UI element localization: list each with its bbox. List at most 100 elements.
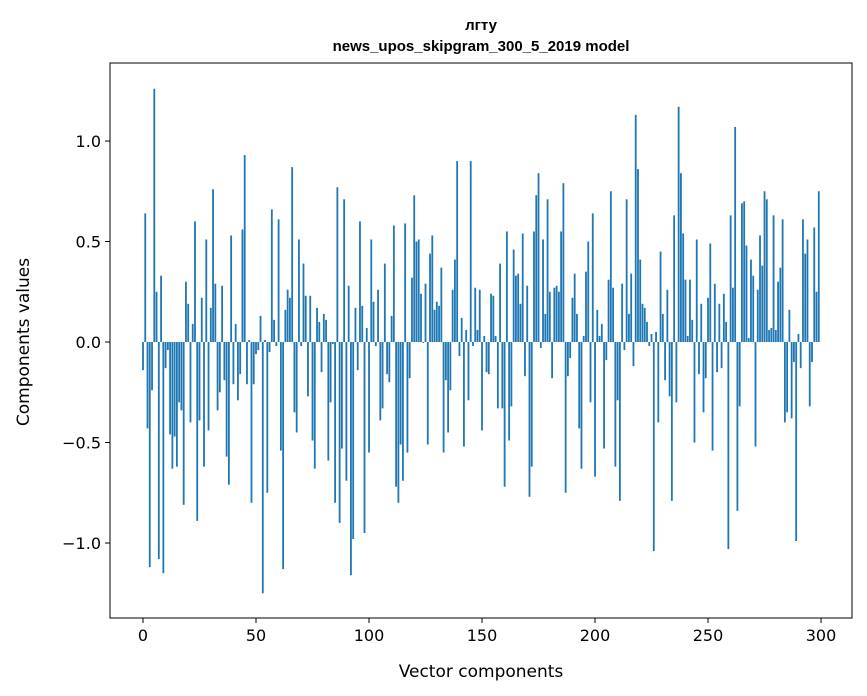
bar-component-219 (637, 169, 639, 343)
bar-component-129 (433, 309, 436, 343)
bar-component-46 (246, 342, 248, 385)
bar-component-3 (148, 342, 151, 568)
y-tick-label: 0.5 (76, 233, 101, 252)
bar-component-92 (350, 342, 352, 576)
bar-component-25 (198, 342, 201, 421)
bar-component-168 (521, 233, 524, 343)
bar-component-8 (160, 275, 162, 343)
bar-component-177 (542, 239, 544, 343)
bar-component-102 (372, 301, 375, 343)
bar-component-295 (808, 342, 811, 407)
bar-component-153 (487, 342, 490, 375)
x-tick-label: 250 (693, 626, 724, 645)
bar-component-286 (788, 309, 791, 343)
bar-component-214 (625, 199, 628, 343)
bar-component-213 (623, 342, 626, 351)
bar-component-79 (320, 342, 323, 373)
bar-component-178 (544, 313, 547, 343)
bar-component-127 (429, 253, 431, 343)
bar-component-251 (709, 243, 712, 343)
bar-component-299 (817, 191, 820, 343)
bar-component-33 (216, 342, 219, 411)
chart-title-line-1: лгту (465, 17, 497, 34)
bar-component-175 (537, 173, 540, 343)
bar-component-196 (585, 271, 587, 343)
bar-component-110 (390, 315, 393, 343)
bar-component-12 (169, 342, 172, 435)
bar-component-199 (591, 213, 594, 343)
bar-component-38 (227, 342, 230, 485)
bar-component-204 (603, 342, 605, 449)
bar-component-61 (279, 342, 282, 451)
bar-component-259 (727, 342, 730, 550)
bar-component-75 (311, 342, 314, 441)
bar-component-13 (171, 342, 174, 469)
bar-component-17 (180, 342, 183, 411)
bar-component-220 (639, 259, 642, 343)
bar-component-81 (325, 319, 327, 343)
bar-component-274 (761, 265, 764, 343)
bar-component-42 (237, 342, 239, 401)
bar-component-287 (790, 342, 793, 419)
bar-component-96 (359, 221, 361, 343)
x-tick-label: 300 (806, 626, 837, 645)
bar-component-228 (657, 342, 660, 423)
bar-component-207 (609, 191, 612, 343)
bar-component-18 (182, 342, 185, 505)
bar-component-139 (456, 161, 459, 343)
bar-component-264 (738, 342, 741, 407)
bar-component-23 (194, 221, 196, 343)
bar-component-258 (725, 321, 728, 343)
bar-component-256 (720, 342, 723, 369)
bar-component-201 (596, 309, 599, 343)
bar-component-288 (793, 342, 795, 363)
bar-component-24 (196, 342, 199, 521)
bar-component-85 (334, 342, 337, 503)
bar-component-141 (460, 317, 463, 343)
bar-component-19 (185, 281, 187, 343)
bar-component-123 (420, 293, 422, 343)
x-tick-label: 150 (467, 626, 498, 645)
bar-component-200 (594, 342, 596, 477)
bar-component-275 (763, 191, 766, 343)
bar-component-142 (463, 342, 465, 447)
bar-component-230 (661, 313, 664, 343)
bar-component-229 (659, 251, 662, 343)
bar-component-26 (200, 297, 203, 343)
bar-component-58 (273, 319, 275, 343)
bar-component-148 (476, 329, 479, 343)
bar-component-43 (239, 342, 242, 375)
bar-component-103 (374, 342, 377, 347)
bar-component-94 (354, 307, 357, 343)
bar-component-236 (675, 342, 678, 403)
bar-component-249 (704, 342, 707, 379)
bar-component-22 (191, 323, 194, 343)
bar-component-285 (786, 342, 789, 413)
bar-component-294 (806, 239, 809, 343)
bar-component-108 (386, 342, 388, 375)
bar-component-212 (621, 283, 624, 343)
bar-component-143 (465, 329, 468, 343)
bar-component-7 (157, 342, 160, 560)
bar-component-234 (670, 342, 673, 501)
bar-component-215 (628, 313, 630, 343)
bar-component-63 (284, 309, 287, 343)
x-axis-label: Vector components (399, 662, 564, 682)
bar-component-151 (483, 335, 486, 343)
bar-component-296 (811, 342, 813, 363)
bar-component-263 (736, 342, 739, 511)
bar-component-64 (286, 289, 289, 343)
bar-component-150 (481, 342, 483, 431)
bar-component-4 (151, 342, 153, 391)
bar-component-184 (557, 291, 560, 343)
bar-component-35 (221, 285, 224, 343)
bar-component-105 (379, 342, 382, 421)
bar-component-291 (799, 342, 802, 369)
y-tick-label: 1.0 (76, 132, 101, 151)
bar-component-174 (535, 195, 538, 343)
bar-component-149 (478, 289, 481, 343)
bar-component-52 (259, 315, 262, 343)
bar-component-164 (512, 249, 515, 343)
bar-component-104 (377, 289, 379, 343)
bar-component-223 (646, 321, 648, 343)
